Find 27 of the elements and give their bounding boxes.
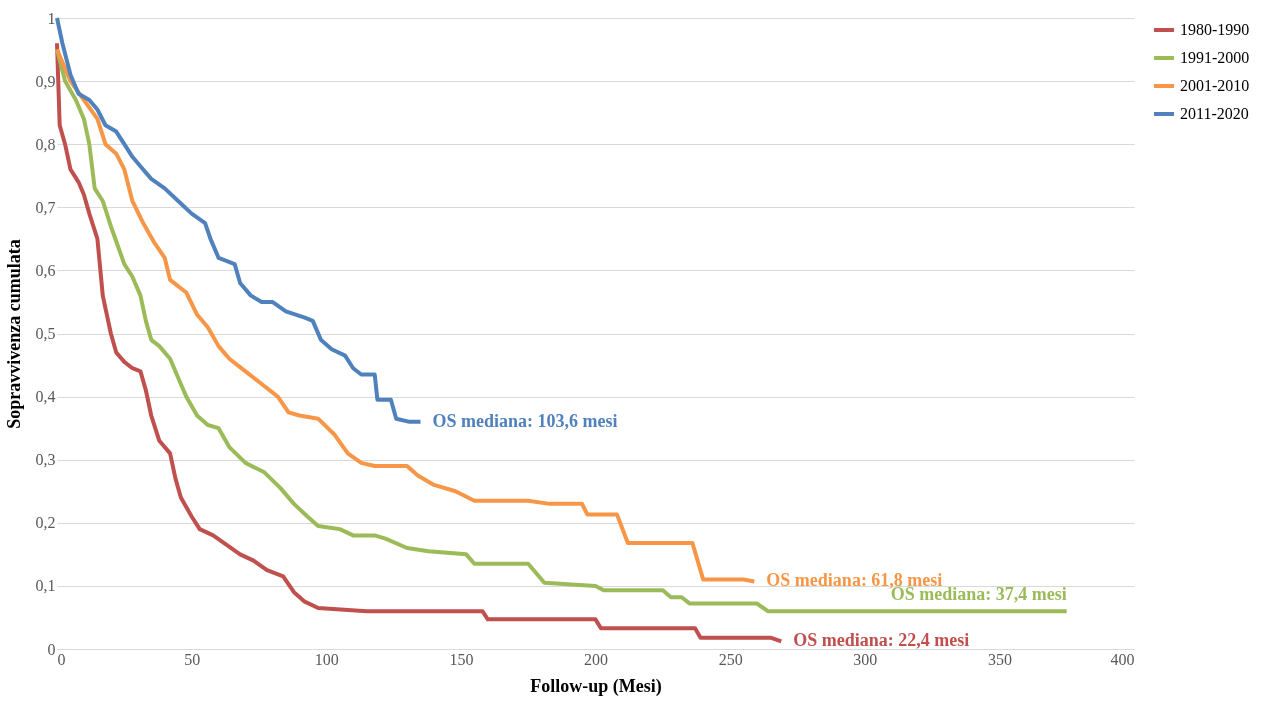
x-tick-label: 200: [584, 650, 608, 668]
x-tick-label: 400: [1110, 650, 1135, 668]
y-tick-label: 1: [47, 9, 56, 27]
y-tick-label: 0,6: [35, 261, 56, 279]
x-tick-label: 250: [718, 650, 743, 668]
y-tick-label: 0,8: [35, 135, 56, 153]
y-axis-title: Sopravvivenza cumulata: [3, 239, 24, 429]
y-tick-label: 0,2: [35, 514, 56, 532]
x-axis-title: Follow-up (Mesi): [530, 675, 662, 697]
annotation: OS mediana: 22,4 mesi: [793, 630, 970, 651]
legend-label: 1991-2000: [1180, 49, 1250, 66]
y-tick-label: 0,7: [35, 198, 56, 216]
x-tick-label: 100: [314, 650, 339, 668]
x-tick-label: 150: [449, 650, 474, 668]
legend-label: 2001-2010: [1180, 77, 1250, 94]
y-tick-label: 0,9: [35, 72, 56, 90]
legend-label: 1980-1990: [1180, 21, 1250, 38]
x-tick-label: 300: [853, 650, 878, 668]
x-tick-label: 350: [987, 650, 1012, 668]
legend-label: 2011-2020: [1180, 105, 1249, 122]
y-tick-label: 0,5: [35, 325, 56, 342]
x-tick-label: 50: [184, 650, 201, 668]
y-tick-label: 0,1: [35, 577, 56, 595]
annotation: OS mediana: 103,6 mesi: [432, 410, 618, 431]
line-series: [55, 16, 423, 424]
y-tick-label: 0,4: [35, 388, 56, 406]
y-tick-label: 0,3: [35, 451, 56, 469]
